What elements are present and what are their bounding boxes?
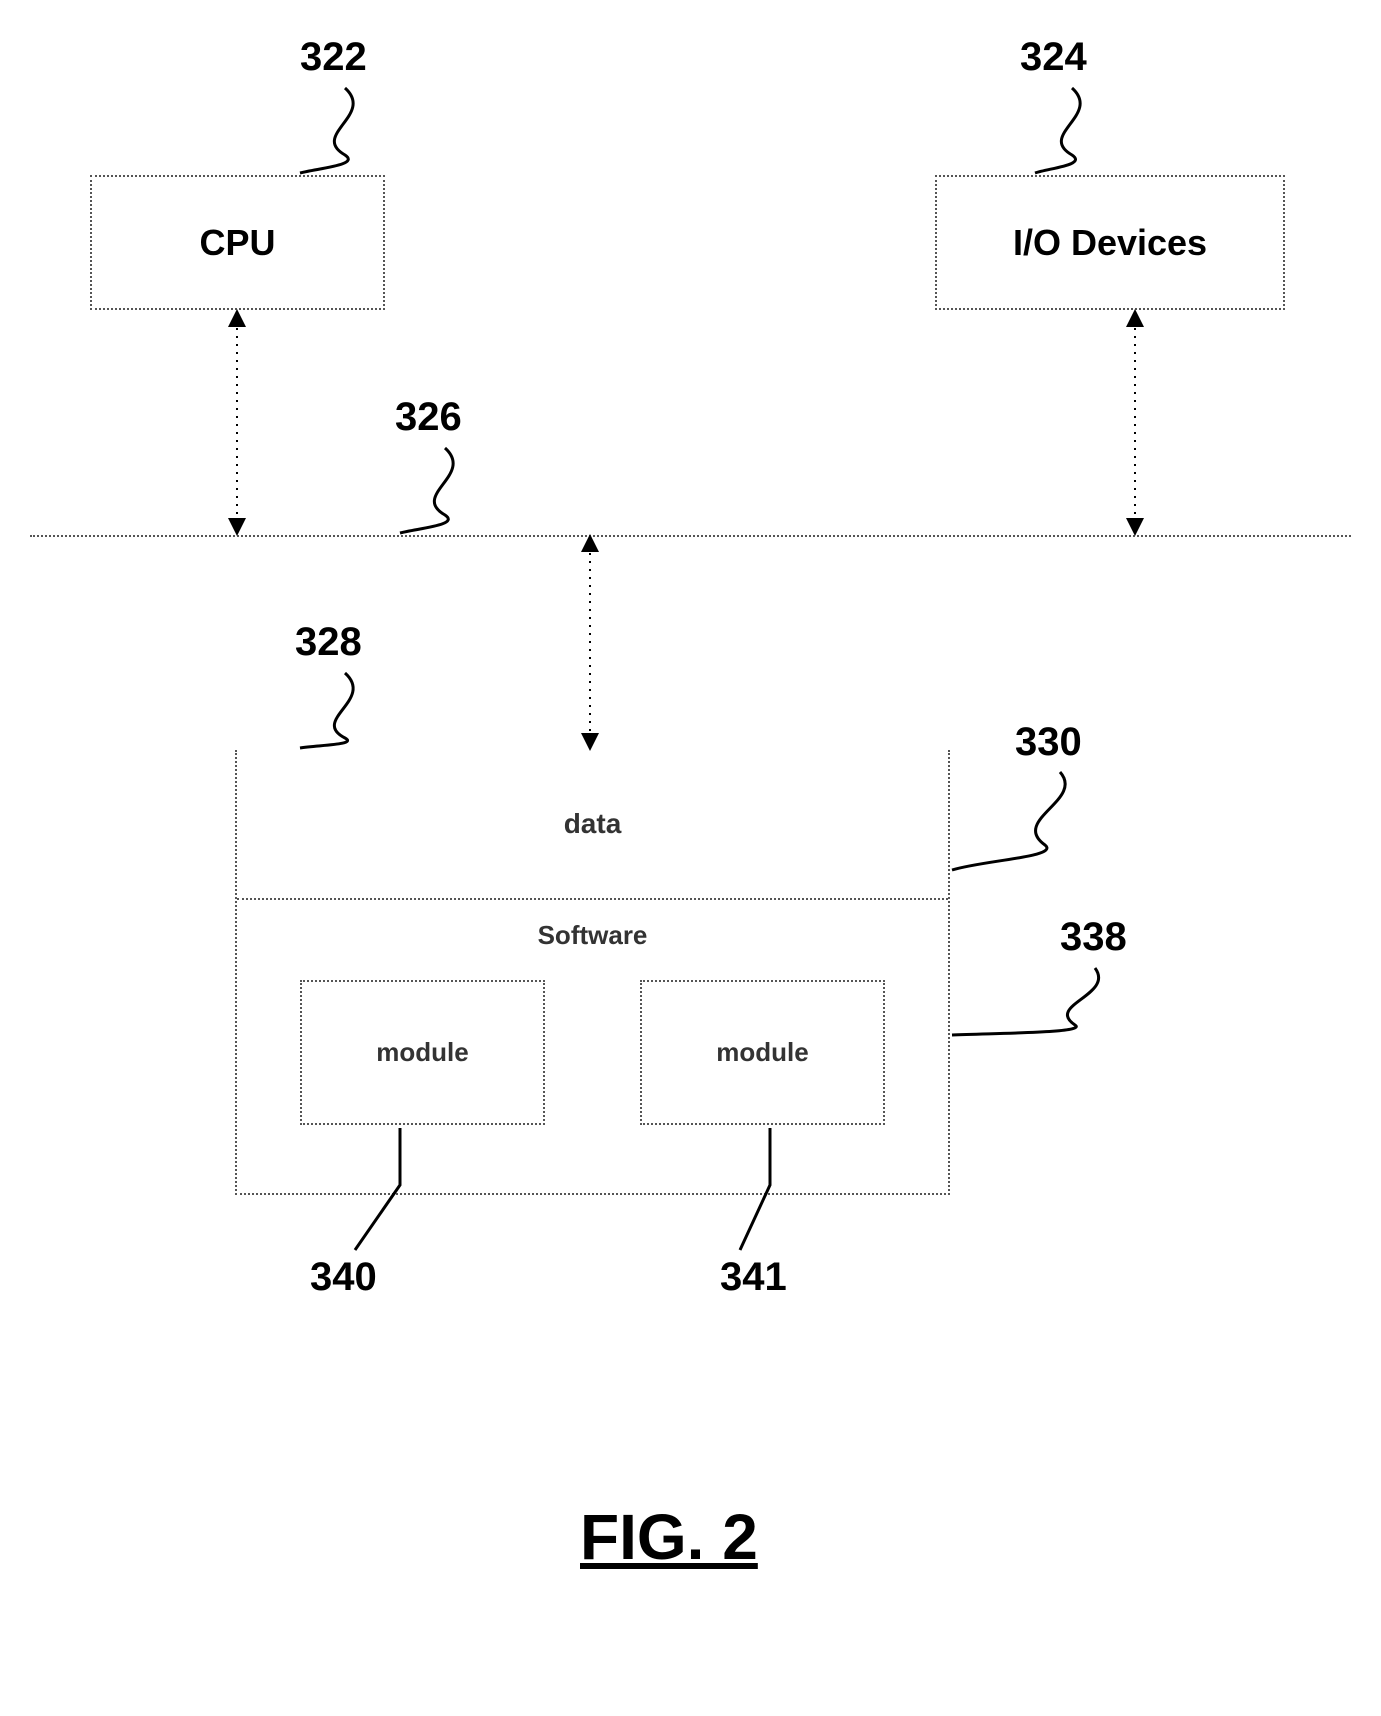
cpu-block: CPU: [90, 175, 385, 310]
figure-caption: FIG. 2: [580, 1500, 758, 1574]
cpu-label: CPU: [199, 222, 275, 264]
ref-341: 341: [720, 1255, 787, 1300]
module-1-block: module: [300, 980, 545, 1125]
io-devices-label: I/O Devices: [1013, 222, 1207, 264]
leader-324: [1035, 88, 1080, 173]
ref-338: 338: [1060, 915, 1127, 960]
ref-322: 322: [300, 35, 367, 80]
bus-line: [30, 535, 1351, 537]
leader-322: [300, 88, 353, 173]
ref-326: 326: [395, 395, 462, 440]
software-section-label: Software: [237, 905, 948, 965]
ref-330: 330: [1015, 720, 1082, 765]
leader-328: [300, 673, 353, 748]
data-section: data: [237, 750, 948, 900]
ref-340: 340: [310, 1255, 377, 1300]
leader-326: [400, 448, 453, 533]
io-devices-block: I/O Devices: [935, 175, 1285, 310]
module-2-label: module: [716, 1037, 808, 1068]
module-2-block: module: [640, 980, 885, 1125]
module-1-label: module: [376, 1037, 468, 1068]
leader-338: [952, 968, 1099, 1035]
ref-328: 328: [295, 620, 362, 665]
ref-324: 324: [1020, 35, 1087, 80]
data-label: data: [564, 808, 622, 840]
leader-330: [952, 772, 1065, 870]
software-label: Software: [538, 920, 648, 951]
diagram-canvas: CPU I/O Devices data Software module mod…: [0, 0, 1381, 1716]
